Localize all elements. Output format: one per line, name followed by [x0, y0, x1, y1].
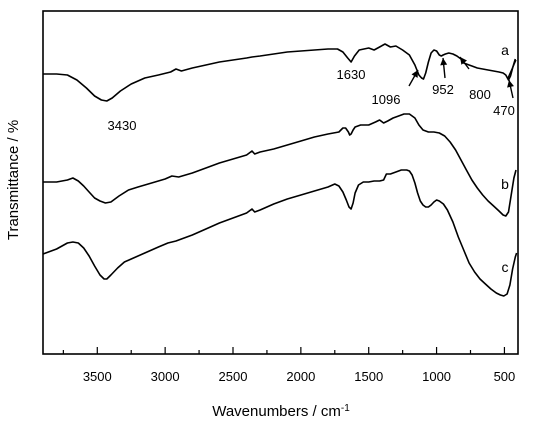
- x-tick-label: 500: [494, 369, 516, 384]
- x-axis-ticks: [62, 347, 506, 354]
- series-b-line: [43, 113, 517, 217]
- x-axis-tick-labels: 3500 3000 2500 2000 1500 1000 500: [83, 369, 515, 384]
- annotation-arrow-head: [440, 58, 448, 66]
- peak-label-952: 952: [432, 82, 454, 97]
- annotation-arrow-head: [460, 57, 467, 65]
- peak-label-800: 800: [469, 87, 491, 102]
- x-tick-label: 1000: [422, 369, 451, 384]
- x-axis-title: Wavenumbers / cm-1: [212, 403, 350, 421]
- series-c-line: [42, 169, 518, 297]
- annotation-arrow-head: [411, 70, 418, 78]
- x-axis-title-superscript: -1: [341, 403, 350, 414]
- curve-label-c: c: [502, 259, 509, 275]
- curve-labels: a b c: [501, 42, 509, 275]
- spectra-curves: [42, 43, 518, 297]
- series-a-line: [43, 43, 517, 102]
- curve-label-b: b: [501, 176, 509, 192]
- x-tick-label: 2000: [286, 369, 315, 384]
- curve-a-leader: [507, 59, 517, 79]
- curve-label-a: a: [501, 42, 509, 58]
- peak-label-1096: 1096: [372, 92, 401, 107]
- x-tick-label: 3500: [83, 369, 112, 384]
- x-tick-label: 2500: [219, 369, 248, 384]
- peak-label-470: 470: [493, 103, 515, 118]
- annotation-arrow-head: [507, 80, 514, 88]
- peak-label-3430: 3430: [108, 118, 137, 133]
- plot-frame: [42, 10, 519, 355]
- y-axis-title: Transmittance / %: [5, 120, 22, 240]
- peak-label-1630: 1630: [337, 67, 366, 82]
- x-tick-label: 3000: [151, 369, 180, 384]
- x-tick-label: 1500: [354, 369, 383, 384]
